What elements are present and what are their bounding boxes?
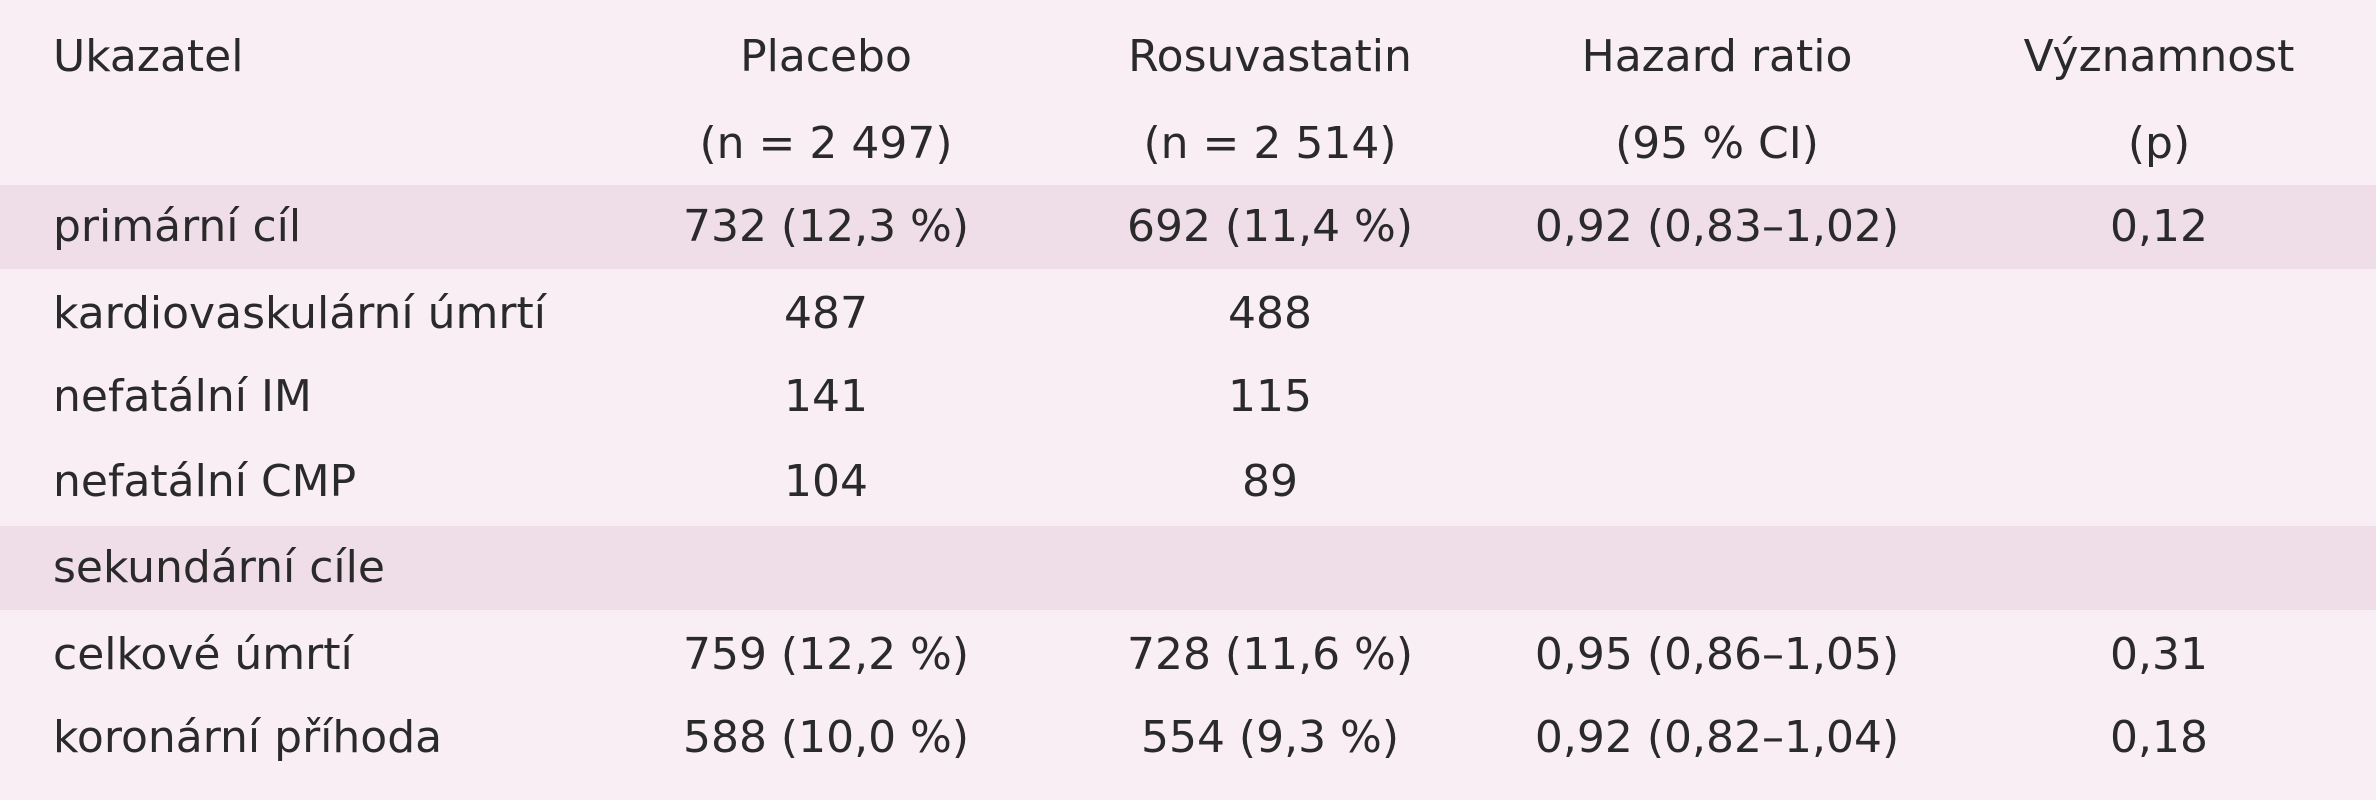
header-cell: Ukazatel [53, 31, 244, 82]
table-cell: 728 (11,6 %) [1126, 629, 1414, 680]
row-highlight [0, 185, 2376, 269]
table-cell: sekundární cíle [53, 542, 385, 593]
header-cell: (n = 2 514) [1143, 118, 1397, 169]
header-cell: Hazard ratio [1581, 31, 1853, 82]
table-cell: 0,95 (0,86–1,05) [1534, 629, 1900, 680]
table-cell: 89 [1242, 456, 1298, 507]
table-cell: 0,12 [2110, 201, 2208, 252]
header-cell: (95 % CI) [1615, 118, 1819, 169]
table-cell: nefatální CMP [53, 456, 357, 507]
table-cell: 115 [1228, 371, 1312, 422]
table-cell: kardiovaskulární úmrtí [53, 288, 546, 339]
table-cell: 0,92 (0,83–1,02) [1534, 201, 1900, 252]
header-cell: Významnost [2023, 31, 2295, 82]
table-cell: 588 (10,0 %) [682, 712, 970, 763]
table-cell: 141 [784, 371, 868, 422]
header-cell: Rosuvastatin [1128, 31, 1412, 82]
table-cell: 759 (12,2 %) [682, 629, 970, 680]
table-cell: 0,31 [2110, 629, 2208, 680]
table-cell: 732 (12,3 %) [682, 201, 970, 252]
header-cell: (n = 2 497) [699, 118, 953, 169]
table-cell: 554 (9,3 %) [1140, 712, 1400, 763]
table-cell: 104 [784, 456, 868, 507]
header-cell: Placebo [740, 31, 912, 82]
table-cell: celkové úmrtí [53, 629, 353, 680]
table-cell: 692 (11,4 %) [1126, 201, 1414, 252]
table-cell: 0,18 [2110, 712, 2208, 763]
row-highlight [0, 526, 2376, 610]
table-cell: 0,92 (0,82–1,04) [1534, 712, 1900, 763]
header-cell: (p) [2127, 118, 2191, 169]
table-cell: koronární příhoda [53, 712, 443, 763]
table-cell: primární cíl [53, 201, 302, 252]
table-cell: nefatální IM [53, 371, 312, 422]
table-cell: 487 [784, 288, 868, 339]
table-cell: 488 [1228, 288, 1312, 339]
